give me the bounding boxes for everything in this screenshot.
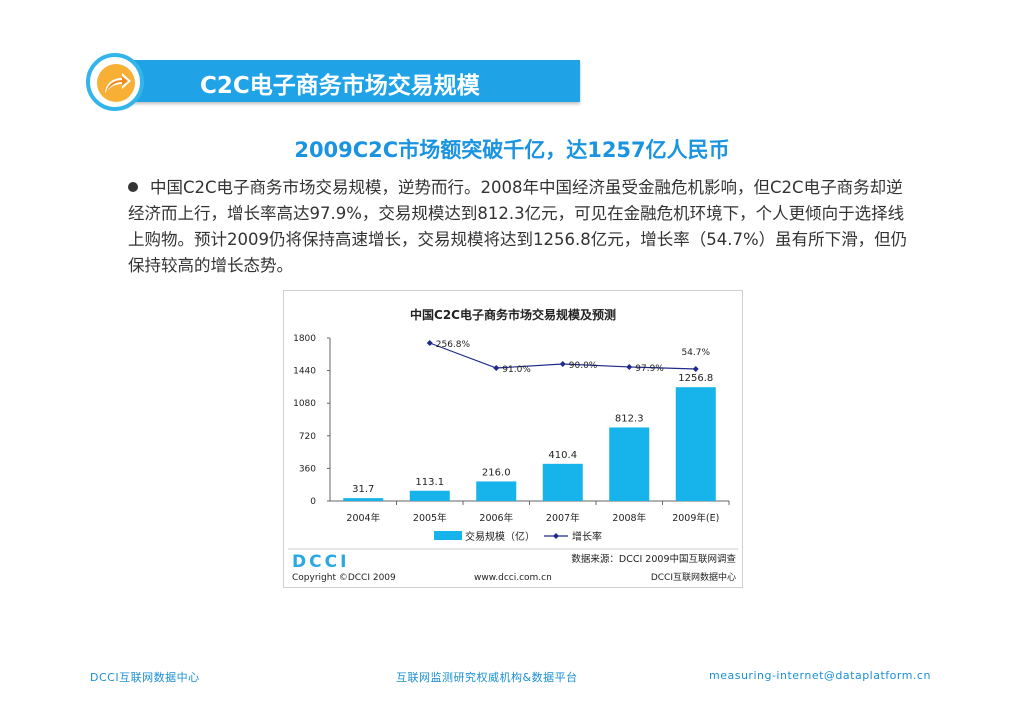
dcci-logo: DCCI: [292, 552, 349, 572]
footer-middle: 互联网监测研究权威机构&数据平台: [396, 671, 578, 684]
growth-label: 90.0%: [569, 361, 598, 371]
growth-point: [692, 366, 699, 372]
bar-chart: 中国C2C电子商务市场交易规模及预测 0 360 720 1080 1440 1800 31.…: [288, 307, 738, 583]
bar: [609, 427, 650, 501]
page-title: C2C电子商务市场交易规模: [200, 73, 480, 99]
bar-value-label: 1256.8: [678, 373, 713, 384]
bar-value-label: 812.3: [615, 413, 644, 424]
x-tick-label: 2008年: [612, 512, 646, 524]
footer-right: measuring-internet@dataplatform.cn: [709, 669, 931, 682]
orange-arrow-icon: [86, 53, 144, 111]
y-tick-label: 1440: [293, 367, 316, 377]
chart-source: 数据来源：DCCI 2009中国互联网调查: [571, 553, 736, 565]
bar: [476, 481, 517, 501]
growth-point: [626, 363, 633, 370]
slide-subtitle: 2009C2C市场额突破千亿，达1257亿人民币: [294, 138, 730, 162]
title-banner: [120, 60, 580, 102]
x-tick-label: 2005年: [413, 512, 447, 524]
bar: [343, 498, 384, 501]
bar-value-label: 216.0: [482, 467, 511, 478]
chart-copyright: Copyright ©DCCI 2009: [292, 573, 396, 583]
growth-point: [493, 365, 500, 371]
x-tick-label: 2009年(E): [672, 512, 719, 524]
y-tick-label: 720: [299, 432, 316, 442]
bar-value-label: 31.7: [352, 484, 374, 495]
chart-panel: 中国C2C电子商务市场交易规模及预测 0 360 720 1080 1440 1800 31.…: [283, 290, 743, 588]
legend-bar-label: 交易规模（亿）: [465, 530, 535, 543]
growth-point: [559, 361, 566, 367]
growth-point: [426, 340, 433, 346]
body-paragraph: 中国C2C电子商务市场交易规模，逆势而行。2008年中国经济虽受金融危机影响，但…: [128, 175, 908, 279]
bar: [675, 387, 716, 501]
y-tick-label: 0: [310, 497, 316, 507]
footer-left: DCCI互联网数据中心: [90, 671, 200, 684]
growth-label: 97.9%: [635, 364, 664, 374]
legend-line-marker: [553, 533, 559, 539]
x-tick-label: 2007年: [546, 512, 580, 524]
chart-title: 中国C2C电子商务市场交易规模及预测: [410, 307, 616, 322]
legend-line-label: 增长率: [572, 530, 602, 543]
x-tick-label: 2004年: [346, 512, 380, 524]
growth-label: 54.7%: [681, 348, 710, 358]
legend-bar-swatch: [434, 531, 462, 540]
y-tick-label: 1800: [293, 334, 316, 344]
chart-center-name: DCCI互联网数据中心: [651, 571, 736, 583]
growth-label: 256.8%: [436, 340, 471, 350]
bullet-icon: [128, 181, 138, 192]
y-tick-label: 1080: [293, 399, 316, 409]
y-tick-label: 360: [299, 464, 316, 474]
bar-value-label: 113.1: [415, 477, 444, 488]
paragraph-text: 中国C2C电子商务市场交易规模，逆势而行。2008年中国经济虽受金融危机影响，但…: [128, 178, 908, 275]
x-tick-label: 2006年: [479, 512, 513, 524]
chart-website: www.dcci.com.cn: [474, 573, 552, 583]
bar-value-label: 410.4: [548, 450, 577, 461]
bar: [409, 490, 450, 501]
bar: [542, 463, 583, 501]
growth-label: 91.0%: [502, 365, 531, 375]
